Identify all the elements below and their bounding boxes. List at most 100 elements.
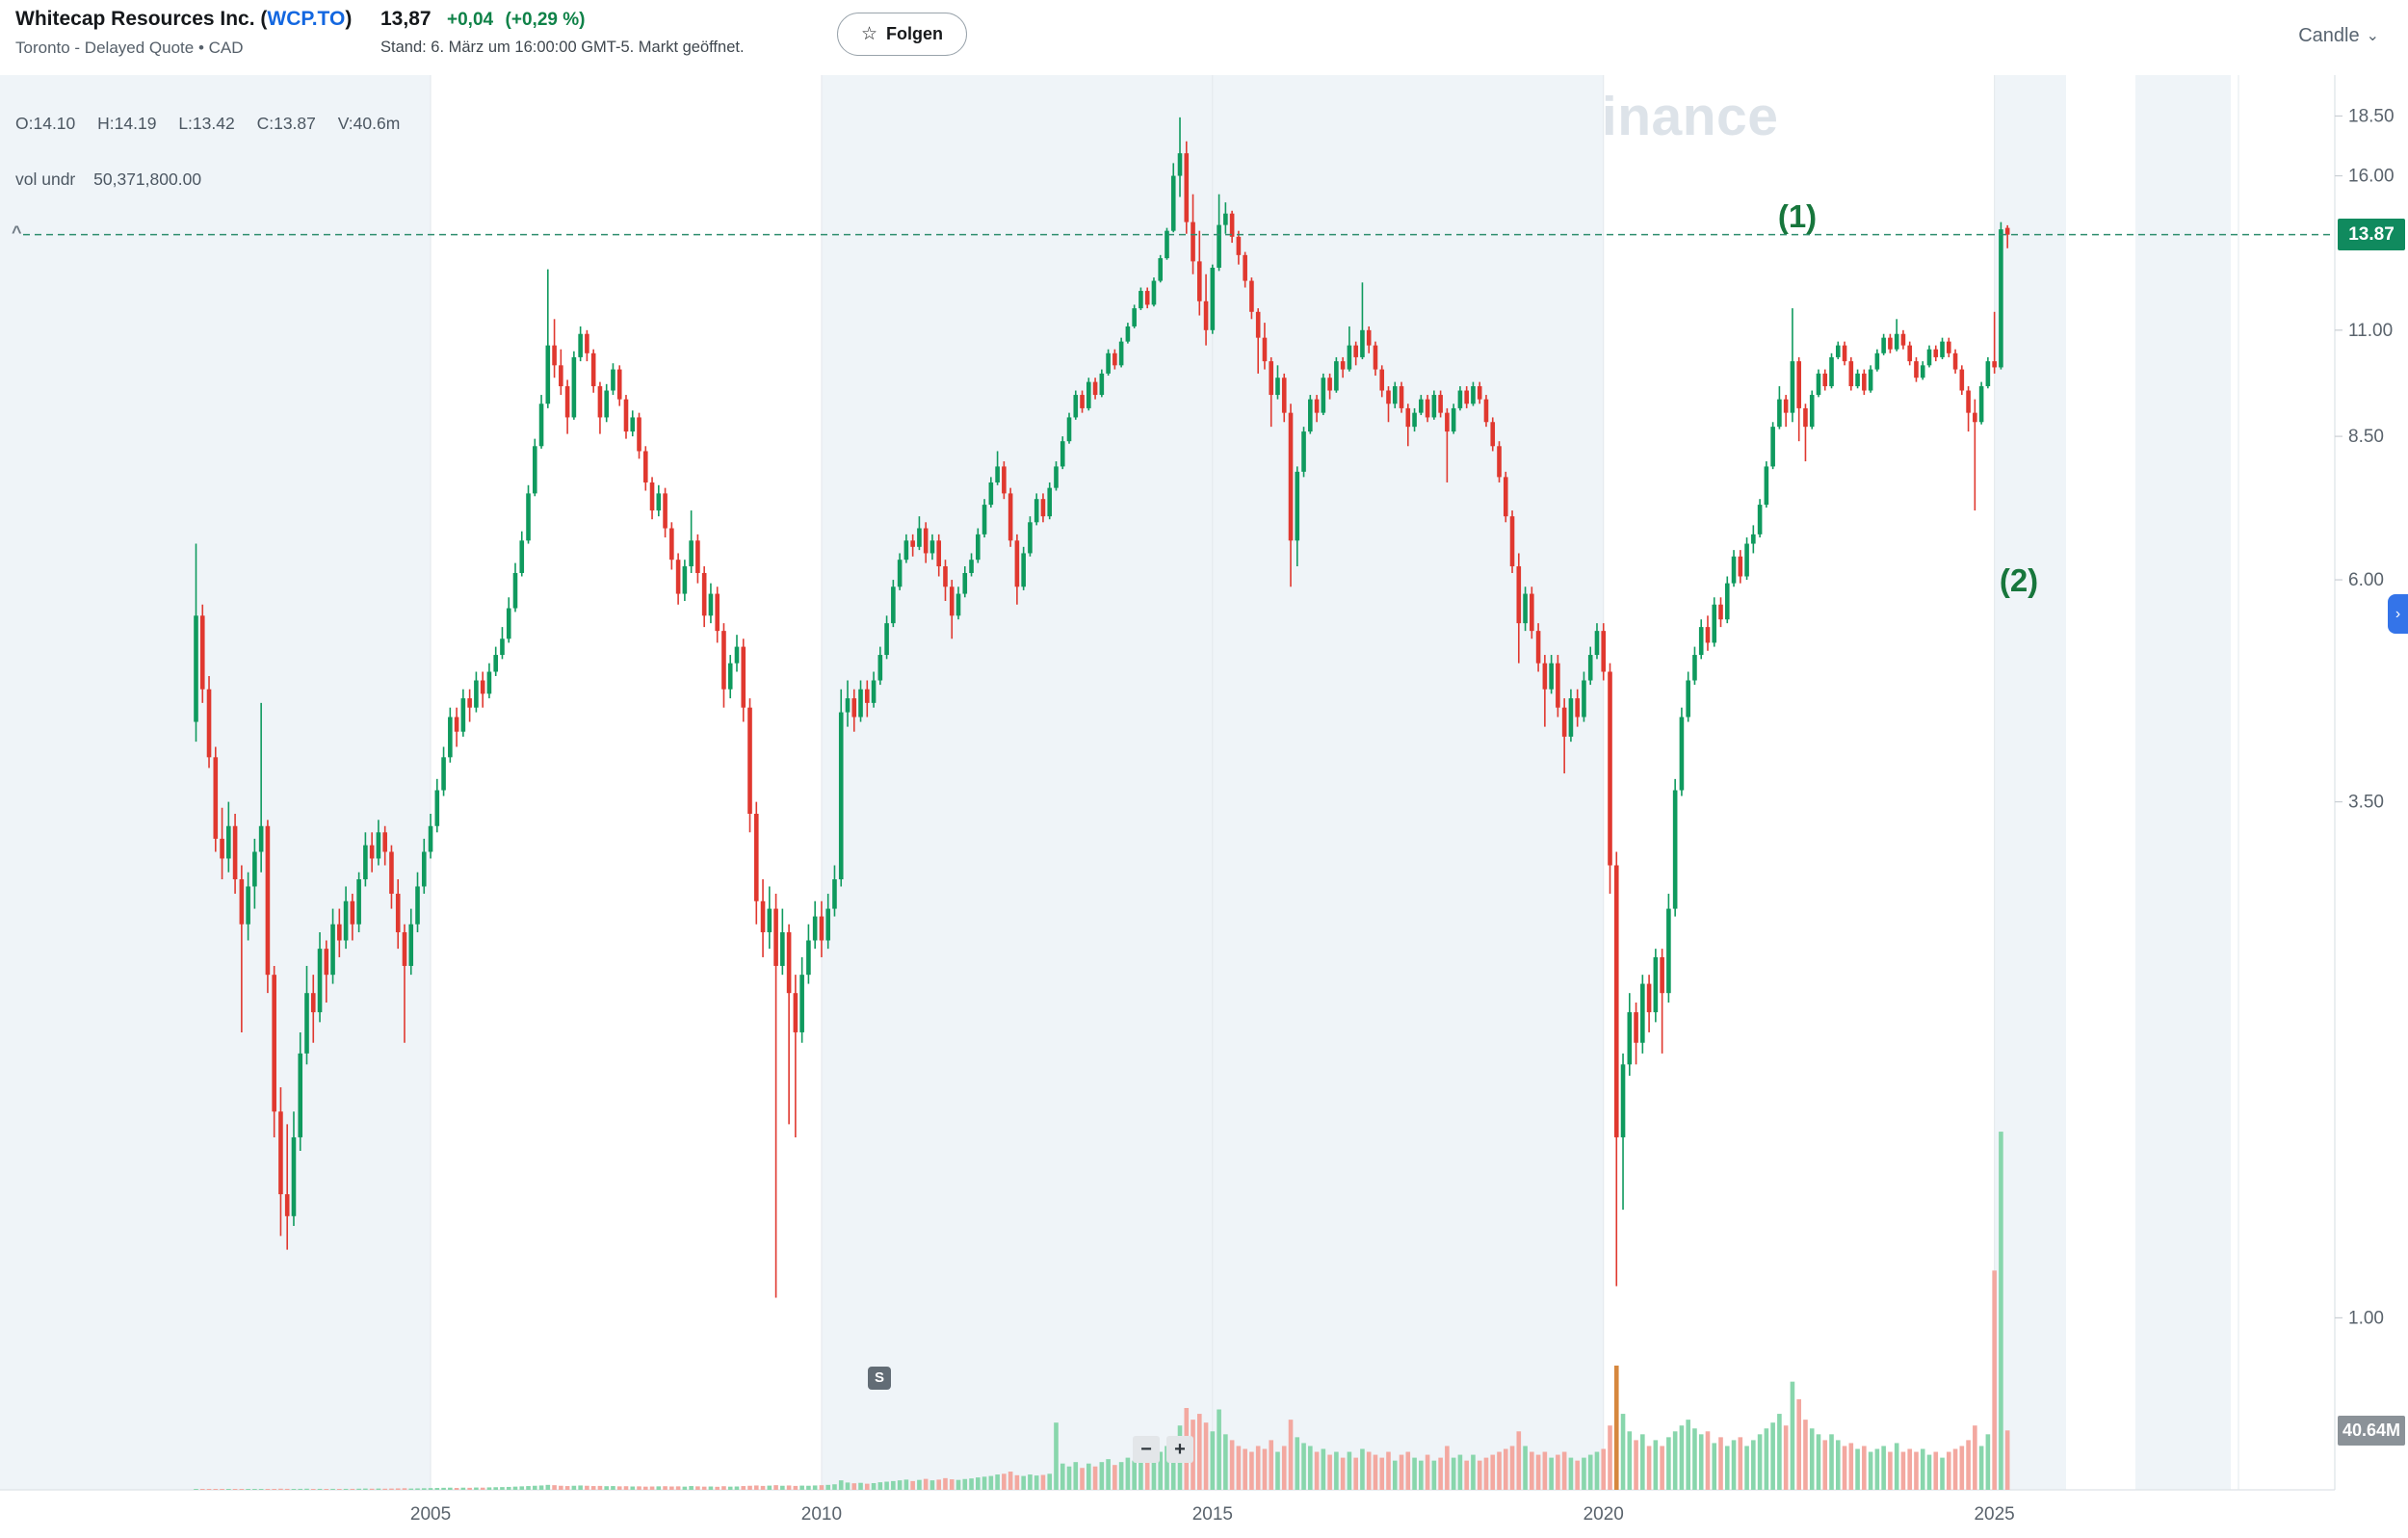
volume-bar [1425, 1454, 1430, 1490]
volume-bar [812, 1485, 818, 1490]
y-axis-label: 6.00 [2348, 570, 2384, 590]
candle-body [1757, 505, 1763, 534]
candle-body [1217, 224, 1221, 269]
candle-body [1888, 337, 1893, 350]
volume-bar [1223, 1434, 1228, 1490]
volume-bar [1002, 1473, 1007, 1490]
volume-bar [1842, 1446, 1847, 1490]
volume-bar [864, 1483, 870, 1490]
candle-body [1321, 378, 1326, 413]
chart-band [1995, 75, 2066, 1490]
volume-bar [512, 1486, 518, 1490]
volume-bar [910, 1480, 915, 1490]
volume-bar [571, 1485, 577, 1490]
candle-body [1692, 655, 1697, 681]
volume-bar [1777, 1414, 1782, 1490]
volume-bar [460, 1487, 466, 1490]
volume-bar [1822, 1440, 1828, 1490]
volume-bar [1985, 1434, 1991, 1490]
volume-bar [734, 1486, 740, 1490]
volume-bar [1705, 1431, 1711, 1490]
ohlc-high: H:14.19 [97, 114, 157, 133]
volume-bar [2004, 1430, 2010, 1490]
volume-bar [448, 1487, 453, 1490]
zoom-out-button[interactable]: − [1133, 1436, 1160, 1463]
volume-bar [1952, 1448, 1958, 1490]
candle-body [1243, 254, 1247, 281]
volume-bar [1249, 1451, 1254, 1490]
candle-body [389, 851, 394, 895]
right-chevron-icon: › [2395, 605, 2401, 622]
volume-bar [1587, 1454, 1593, 1490]
volume-bar [708, 1486, 714, 1490]
candle-body [1158, 258, 1164, 281]
candle-body [1835, 345, 1841, 357]
volume-bar [194, 1489, 198, 1490]
ticker-link[interactable]: WCP.TO [267, 8, 346, 30]
candle-body [747, 707, 752, 814]
volume-bar [1360, 1448, 1365, 1490]
candle-body [1002, 466, 1007, 494]
candle-body [1066, 417, 1072, 442]
candle-body [1080, 395, 1085, 408]
candle-body [1770, 427, 1775, 467]
candle-body [630, 417, 636, 432]
candle-body [701, 572, 707, 616]
candle-body [1197, 261, 1202, 301]
chart-type-dropdown[interactable]: Candle ⌄ [2298, 25, 2379, 47]
volume-bar [1392, 1460, 1398, 1490]
volume-bar [578, 1485, 583, 1490]
volume-bar [1366, 1451, 1372, 1490]
volume-bar [1679, 1425, 1685, 1490]
volume-bar [1509, 1446, 1515, 1490]
volume-bar [1692, 1428, 1697, 1490]
volume-bar [1288, 1420, 1294, 1490]
volume-bar [1327, 1454, 1332, 1490]
volume-bar [1608, 1425, 1612, 1490]
volume-bar [1829, 1434, 1834, 1490]
candle-body [1966, 390, 1971, 413]
right-edge-expand-tab[interactable]: › [2388, 594, 2408, 634]
volume-bar [1308, 1446, 1313, 1490]
candle-body [199, 615, 205, 690]
volume-bar [616, 1486, 622, 1490]
candle-body [923, 528, 929, 554]
volume-bar [1601, 1448, 1607, 1490]
candle-body [1314, 399, 1320, 413]
volume-bar [1112, 1465, 1117, 1490]
split-marker-badge[interactable]: S [868, 1367, 891, 1390]
volume-bar [199, 1489, 205, 1490]
quote-header: Whitecap Resources Inc. (WCP.TO) Toronto… [0, 0, 2408, 75]
candle-body [1724, 583, 1730, 620]
candle-body [1613, 865, 1619, 1137]
x-axis-label: 2025 [1974, 1504, 2014, 1525]
candle-body [1099, 373, 1105, 396]
candle-body [858, 689, 863, 717]
candle-body [1412, 412, 1417, 428]
candle-body [812, 916, 818, 941]
volume-bar [917, 1479, 922, 1490]
candle-body [1783, 399, 1789, 413]
annotation-1: (1) [1777, 198, 1818, 234]
candle-body [780, 932, 785, 966]
candle-body [1790, 361, 1795, 413]
volume-bar [585, 1485, 589, 1490]
candle-body [623, 399, 629, 432]
candle-body [512, 572, 518, 609]
volume-bar [559, 1485, 563, 1490]
quote-status: Stand: 6. März um 16:00:00 GMT-5. Markt … [380, 39, 745, 56]
volume-bar [1281, 1446, 1287, 1490]
volume-bar [1764, 1428, 1769, 1490]
volume-bar [1080, 1468, 1085, 1490]
candle-body [1646, 983, 1652, 1013]
follow-button[interactable]: ☆ Folgen [837, 13, 968, 56]
star-icon: ☆ [861, 24, 878, 44]
candle-body [1582, 680, 1586, 717]
zoom-in-button[interactable]: + [1166, 1436, 1193, 1463]
volume-bar [1738, 1437, 1743, 1490]
candle-body [1483, 399, 1489, 423]
candle-body [1796, 361, 1801, 408]
candle-body [1497, 446, 1502, 478]
ohlc-close: C:13.87 [256, 114, 316, 133]
